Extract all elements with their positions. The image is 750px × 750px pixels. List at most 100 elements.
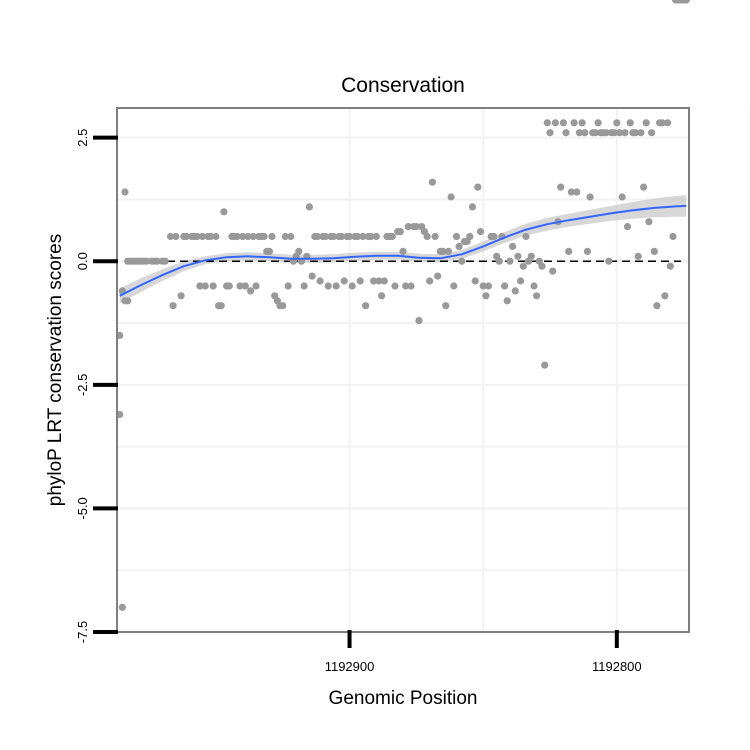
data-point <box>340 277 348 285</box>
data-point <box>249 232 257 241</box>
data-point <box>543 119 551 127</box>
data-point <box>391 282 399 290</box>
data-point <box>161 257 169 265</box>
data-point <box>650 247 658 255</box>
data-point <box>412 223 420 231</box>
data-point <box>581 129 589 137</box>
data-point <box>447 193 455 201</box>
data-point <box>244 232 252 241</box>
data-point <box>450 282 458 290</box>
data-point <box>442 302 450 310</box>
data-point <box>570 119 578 127</box>
data-point <box>362 302 370 310</box>
y-axis: 2.5 0.0 -2.5 -5.0 -7.5 <box>75 129 118 643</box>
data-point <box>482 292 490 300</box>
data-point <box>166 232 175 241</box>
data-point <box>664 119 672 127</box>
data-point <box>631 129 640 137</box>
data-point <box>172 232 180 241</box>
data-point <box>557 183 565 191</box>
data-point <box>370 277 378 285</box>
data-point <box>642 119 650 127</box>
points-layer <box>116 0 690 611</box>
data-point <box>169 302 177 310</box>
data-point <box>428 178 436 186</box>
data-point <box>209 282 217 290</box>
data-point <box>396 228 404 236</box>
data-point <box>586 193 594 201</box>
data-point <box>348 282 356 290</box>
data-point <box>359 232 367 241</box>
data-point <box>645 218 653 226</box>
y-tick-label: -5.0 <box>75 497 90 519</box>
smooth-line-layer <box>119 204 687 297</box>
data-point <box>300 282 308 290</box>
data-point <box>337 232 346 241</box>
data-point <box>305 203 313 211</box>
data-point <box>354 232 362 241</box>
data-point <box>637 129 645 137</box>
data-point <box>514 252 522 260</box>
data-point <box>316 277 324 285</box>
data-point <box>329 232 338 241</box>
confidence-band <box>119 195 687 304</box>
data-point <box>468 203 477 211</box>
data-point <box>182 232 191 241</box>
data-point <box>313 232 322 241</box>
data-point <box>444 247 452 255</box>
data-point <box>423 232 431 241</box>
data-point <box>268 232 276 241</box>
data-point <box>476 228 485 236</box>
data-point <box>426 277 434 285</box>
data-point <box>434 272 442 280</box>
data-point <box>236 282 244 290</box>
data-point <box>648 129 656 137</box>
data-point <box>578 119 586 127</box>
data-point <box>666 262 674 270</box>
data-point <box>575 129 584 137</box>
data-point <box>541 361 549 369</box>
data-point <box>207 232 215 241</box>
data-point <box>431 232 439 241</box>
plot-frame <box>116 107 690 633</box>
data-point <box>212 232 220 241</box>
data-point <box>594 119 602 127</box>
data-point <box>239 232 247 241</box>
x-axis-title: Genomic Position <box>329 688 478 709</box>
data-point <box>193 232 201 241</box>
data-point <box>415 317 423 325</box>
data-point <box>551 119 560 127</box>
x-axis: 1192900 1192800 <box>325 630 642 674</box>
data-point <box>220 208 228 216</box>
data-point <box>372 232 380 241</box>
data-point <box>562 129 570 137</box>
data-point <box>471 277 479 285</box>
data-point <box>177 292 185 300</box>
data-point <box>402 282 410 290</box>
data-point <box>252 282 260 290</box>
data-point <box>618 193 626 201</box>
data-point <box>124 297 132 305</box>
data-point <box>522 232 530 241</box>
data-point <box>380 277 388 285</box>
y-tick-label: -2.5 <box>75 374 90 396</box>
y-tick-label: 2.5 <box>75 129 90 147</box>
data-point <box>658 119 666 127</box>
data-point <box>559 119 568 127</box>
data-point <box>142 257 150 265</box>
data-point <box>479 282 487 290</box>
data-point <box>615 129 624 137</box>
data-point <box>332 282 340 290</box>
smooth-line <box>119 204 687 297</box>
data-point <box>404 223 412 231</box>
data-point <box>634 252 642 260</box>
data-point <box>583 247 592 255</box>
confidence-band-layer <box>119 195 687 304</box>
data-point <box>605 257 613 265</box>
data-point <box>295 247 303 255</box>
data-point <box>265 247 273 255</box>
y-axis-title: phyloP LRT conservation scores <box>45 234 66 507</box>
data-point <box>503 297 511 305</box>
data-point <box>198 232 207 241</box>
